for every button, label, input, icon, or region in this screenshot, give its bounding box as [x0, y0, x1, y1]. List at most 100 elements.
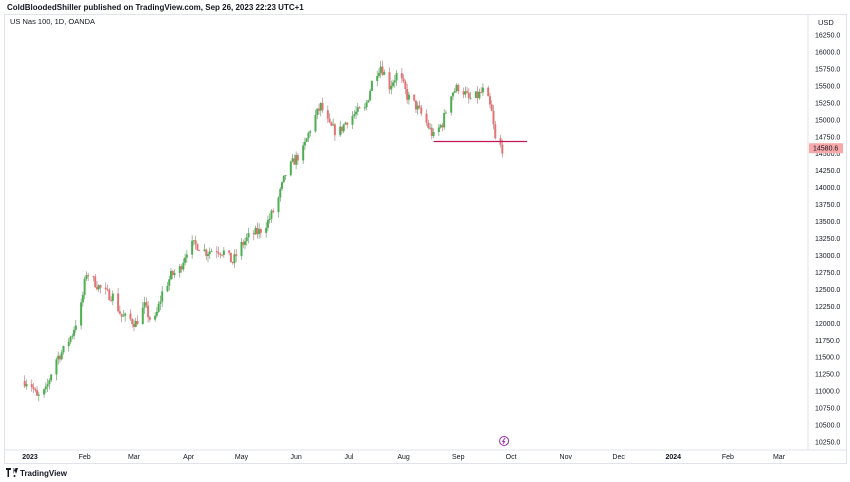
y-tick-label: 12000.0 — [815, 321, 840, 328]
candle-down — [467, 92, 470, 99]
candle-up — [295, 155, 298, 165]
candle-up — [71, 335, 74, 337]
candle-up — [233, 254, 236, 264]
candle-up — [178, 266, 181, 273]
candle-up — [291, 158, 294, 162]
candle-up — [453, 90, 456, 93]
y-tick-label: 14750.0 — [815, 134, 840, 141]
candle-down — [381, 66, 384, 75]
candle-up — [154, 315, 157, 320]
candle-up — [377, 73, 380, 77]
candle-down — [198, 250, 201, 252]
candle-up — [353, 114, 356, 117]
candle-down — [108, 289, 111, 301]
candle-up — [443, 113, 446, 128]
last-price-label: 14580.6 — [813, 146, 838, 153]
candle-down — [148, 317, 151, 320]
candle-up — [111, 293, 114, 301]
candle-down — [36, 390, 39, 396]
candle-down — [358, 107, 361, 109]
candle-down — [414, 100, 417, 110]
candle-up — [244, 241, 247, 245]
y-tick-label: 10750.0 — [815, 406, 840, 413]
x-tick-label: Oct — [506, 454, 517, 461]
candle-up — [316, 108, 319, 115]
candle-down — [32, 387, 35, 389]
candle-down — [92, 276, 95, 278]
candle-down — [231, 262, 234, 264]
y-tick-label: 13000.0 — [815, 253, 840, 260]
x-tick-label: Feb — [79, 454, 91, 461]
tradingview-brand[interactable]: TradingView — [20, 469, 67, 478]
candle-up — [432, 131, 435, 137]
candle-down — [259, 229, 262, 233]
candle-up — [254, 227, 257, 235]
y-tick-label: 10500.0 — [815, 423, 840, 430]
x-tick-label: Sep — [452, 454, 465, 461]
candle-up — [85, 275, 88, 279]
x-tick-label: Nov — [560, 454, 573, 461]
candle-up — [314, 114, 317, 132]
candle-up — [392, 82, 395, 86]
candle-down — [340, 126, 343, 132]
candle-down — [430, 127, 433, 137]
candle-down — [110, 300, 113, 301]
candle-down — [242, 242, 245, 245]
chart-title: US Nas 100, 1D, OANDA — [10, 17, 95, 26]
candle-up — [208, 251, 211, 255]
candle-up — [55, 359, 58, 375]
candle-down — [252, 232, 255, 235]
candle-up — [37, 394, 40, 396]
candle-down — [272, 210, 275, 213]
candle-up — [74, 325, 77, 330]
candle-up — [363, 107, 366, 109]
candle-down — [318, 108, 321, 111]
y-tick-label: 15250.0 — [815, 100, 840, 107]
candle-down — [106, 289, 109, 291]
candle-up — [161, 291, 164, 302]
candle-up — [407, 94, 410, 100]
publisher-header: ColdBloodedShiller published on TradingV… — [0, 0, 850, 17]
x-tick-label: Jun — [290, 454, 301, 461]
candle-up — [67, 341, 70, 346]
candle-up — [307, 132, 310, 139]
candle-up — [309, 131, 312, 133]
candle-down — [131, 319, 134, 325]
candle-down — [87, 275, 90, 277]
candle-up — [319, 102, 322, 111]
candle-up — [206, 254, 209, 257]
candle-down — [196, 244, 199, 251]
candle-up — [124, 313, 127, 316]
candle-down — [219, 253, 222, 255]
candle-down — [95, 287, 98, 290]
candle-down — [425, 113, 428, 123]
candle-down — [427, 122, 430, 128]
y-tick-label: 12500.0 — [815, 287, 840, 294]
candle-down — [400, 73, 403, 79]
candle-up — [81, 294, 84, 303]
tradingview-logo-icon[interactable] — [6, 468, 18, 477]
candle-up — [185, 254, 188, 258]
last-price-badge — [809, 143, 843, 154]
y-tick-label: 14250.0 — [815, 168, 840, 175]
candle-down — [217, 252, 220, 254]
candle-up — [203, 249, 206, 251]
candle-down — [404, 81, 407, 89]
candle-up — [169, 270, 172, 280]
candle-up — [302, 145, 305, 161]
candle-up — [265, 227, 268, 233]
candle-up — [166, 285, 169, 292]
candle-up — [62, 345, 65, 353]
y-tick-label: 11250.0 — [815, 372, 840, 379]
candle-up — [192, 240, 195, 242]
candle-up — [46, 384, 49, 387]
footer: TradingView — [4, 464, 304, 482]
candle-up — [44, 386, 47, 390]
x-tick-label: Apr — [183, 454, 195, 461]
lightning-icon — [501, 437, 506, 445]
candle-up — [266, 220, 269, 228]
candle-up — [332, 124, 335, 126]
candle-down — [466, 91, 469, 93]
y-tick-label: 12750.0 — [815, 270, 840, 277]
